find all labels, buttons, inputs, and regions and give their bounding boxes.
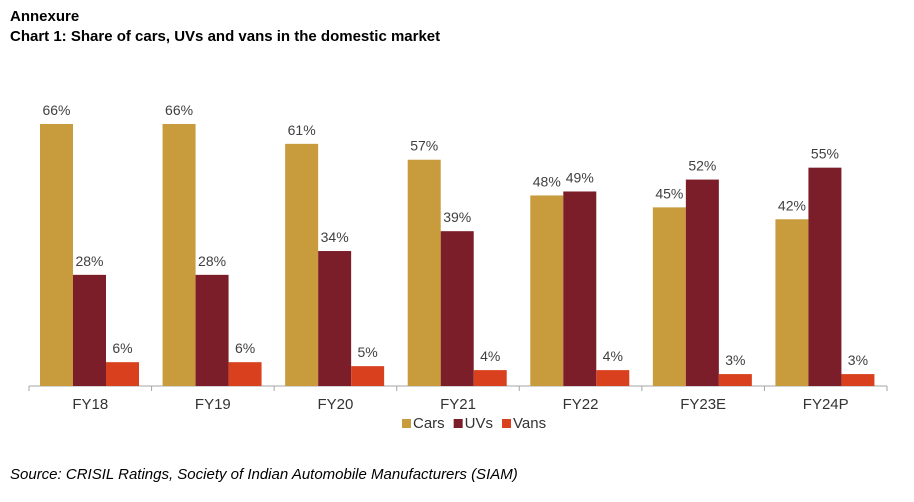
bar-uvs-fy21 — [440, 231, 474, 386]
data-label: 34% — [321, 229, 349, 245]
x-tick-label: FY18 — [72, 396, 108, 413]
data-label: 4% — [480, 348, 500, 364]
data-label: 57% — [410, 138, 438, 154]
data-label: 66% — [165, 102, 193, 118]
data-label: 52% — [688, 158, 716, 174]
data-label: 49% — [566, 169, 594, 185]
x-tick-label: FY20 — [317, 396, 353, 413]
bar-uvs-fy18 — [73, 274, 106, 386]
bar-cars-fy20 — [285, 143, 319, 386]
data-label: 28% — [75, 253, 103, 269]
legend-swatch-uvs — [453, 419, 463, 428]
data-label: 5% — [358, 344, 378, 360]
bar-cars-fy21 — [407, 159, 441, 386]
bar-uvs-fy23e — [685, 179, 719, 386]
data-label: 55% — [811, 146, 839, 162]
x-tick-label: FY23E — [680, 396, 726, 413]
data-label: 3% — [848, 352, 868, 368]
bar-vans-fy18 — [106, 362, 139, 386]
bar-cars-fy22 — [530, 195, 564, 386]
data-label: 42% — [778, 197, 806, 213]
legend-label-vans: Vans — [513, 415, 546, 432]
bar-vans-fy20 — [351, 366, 385, 386]
legend-label-uvs: UVs — [465, 415, 493, 432]
legend-swatch-vans — [502, 419, 512, 428]
x-tick-label: FY21 — [440, 396, 476, 413]
data-label: 48% — [533, 173, 561, 189]
data-label: 61% — [288, 122, 316, 138]
legend-label-cars: Cars — [413, 415, 445, 432]
bar-vans-fy24p — [841, 374, 875, 386]
x-tick-label: FY24P — [803, 396, 849, 413]
bar-cars-fy19 — [162, 124, 196, 386]
bar-uvs-fy22 — [563, 191, 597, 386]
source-note: Source: CRISIL Ratings, Society of India… — [10, 466, 518, 483]
data-label: 3% — [725, 352, 745, 368]
bar-cars-fy24p — [775, 219, 809, 386]
data-label: 4% — [603, 348, 623, 364]
data-label: 6% — [235, 340, 255, 356]
bar-vans-fy19 — [228, 362, 262, 386]
bar-vans-fy21 — [473, 370, 507, 386]
data-label: 39% — [443, 209, 471, 225]
bar-vans-fy22 — [596, 370, 630, 386]
bar-chart: 66% 28% 6% FY18 66% 28% 6% FY19 61% 34% 5% FY20 57% 3… — [28, 102, 888, 432]
chart-title: Chart 1: Share of cars, UVs and vans in … — [10, 28, 441, 45]
x-tick-label: FY19 — [195, 396, 231, 413]
data-label: 45% — [655, 185, 683, 201]
bar-uvs-fy24p — [808, 167, 842, 386]
legend-swatch-cars — [402, 419, 411, 428]
section-heading: Annexure — [10, 8, 80, 25]
bar-uvs-fy19 — [195, 274, 229, 386]
bar-cars-fy23e — [652, 207, 686, 386]
data-label: 6% — [112, 340, 132, 356]
bar-uvs-fy20 — [318, 251, 352, 386]
bar-vans-fy23e — [718, 374, 752, 386]
data-label: 66% — [42, 102, 70, 118]
bar-cars-fy18 — [40, 124, 73, 386]
x-tick-label: FY22 — [563, 396, 599, 413]
data-label: 28% — [198, 253, 226, 269]
